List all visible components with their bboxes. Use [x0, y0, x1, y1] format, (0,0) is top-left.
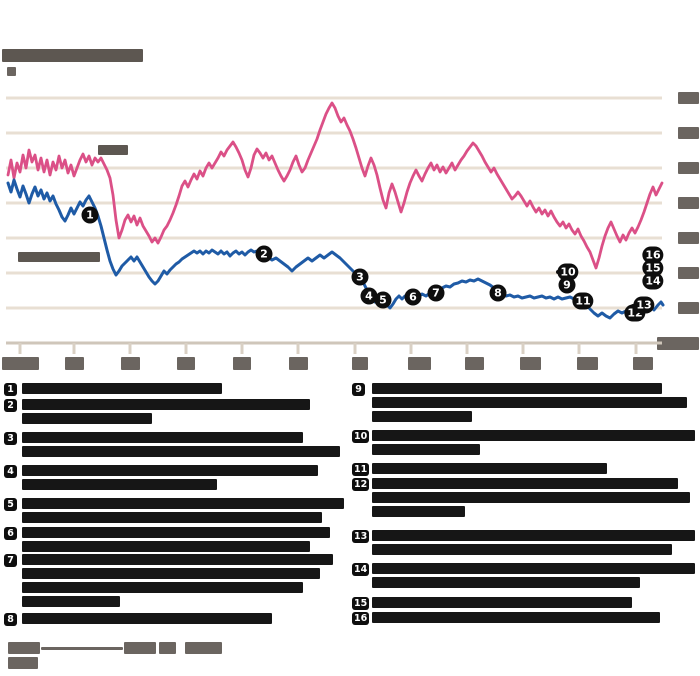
footnote-text-redacted	[22, 541, 310, 552]
footnote-text-redacted	[22, 465, 318, 476]
y-axis-label-redacted	[678, 162, 699, 174]
annotation-chip: 6	[404, 288, 422, 306]
footnote-text-redacted	[372, 430, 695, 441]
y-axis-label-redacted	[678, 127, 699, 139]
annotation-chip: 7	[427, 284, 445, 302]
footnote-text-redacted	[22, 498, 344, 509]
chart-title-redacted	[2, 49, 143, 62]
annotation-chip: 2	[255, 245, 273, 263]
footnote-text-redacted	[372, 444, 480, 455]
annotation-chip: 11	[572, 292, 594, 310]
footer-source-redacted	[159, 642, 176, 654]
footnote-text-redacted	[372, 597, 632, 608]
footnote-number-chip: 9	[352, 383, 365, 396]
x-axis-label-redacted	[520, 357, 541, 370]
footer-source-redacted	[124, 642, 156, 654]
blue-series-line	[6, 178, 665, 320]
x-axis-label-redacted	[408, 357, 431, 370]
annotation-chip: 14	[642, 272, 664, 290]
x-axis-label-redacted	[65, 357, 84, 370]
footnote-number-chip: 16	[352, 612, 370, 625]
footnote-text-redacted	[372, 577, 640, 588]
footnote-text-redacted	[22, 613, 272, 624]
x-axis-label-redacted	[121, 357, 140, 370]
annotation-chip: 8	[489, 284, 507, 302]
footnote-text-redacted	[22, 512, 322, 523]
footnote-text-redacted	[372, 478, 678, 489]
x-axis-label-redacted	[465, 357, 484, 370]
y-axis-label-redacted	[678, 92, 699, 104]
annotation-chip: 5	[374, 291, 392, 309]
footnote-text-redacted	[372, 397, 687, 408]
footnote-text-redacted	[22, 383, 222, 394]
footnote-text-redacted	[372, 506, 465, 517]
annotation-chip: 1	[81, 206, 99, 224]
x-axis-label-redacted	[352, 357, 368, 370]
y-axis-label-redacted	[678, 267, 699, 279]
footnote-text-redacted	[22, 596, 120, 607]
annotation-chip: 9	[558, 276, 576, 294]
footnote-number-chip: 5	[4, 498, 17, 511]
footnote-text-redacted	[372, 463, 607, 474]
x-axis-label-redacted	[633, 357, 653, 370]
footnote-number-chip: 6	[4, 527, 17, 540]
footer-source-redacted	[8, 642, 40, 654]
footnote-text-redacted	[22, 432, 303, 443]
annotation-chip: 13	[633, 296, 655, 314]
footnote-text-redacted	[372, 383, 662, 394]
x-axis-label-redacted	[177, 357, 195, 370]
y-axis-label-redacted	[657, 337, 699, 350]
annotation-chip: 16	[642, 246, 664, 264]
footnote-text-redacted	[22, 582, 303, 593]
footnote-number-chip: 12	[352, 478, 370, 491]
footnote-text-redacted	[22, 527, 330, 538]
footnote-text-redacted	[22, 446, 340, 457]
footnote-number-chip: 4	[4, 465, 17, 478]
x-axis-label-redacted	[2, 357, 39, 370]
annotation-chip: 3	[351, 268, 369, 286]
footer-line2-redacted	[8, 657, 38, 669]
footnote-text-redacted	[372, 612, 660, 623]
footnote-number-chip: 8	[4, 613, 17, 626]
y-axis-label-redacted	[678, 197, 699, 209]
footer-rule-redacted	[41, 647, 123, 650]
footnote-text-redacted	[22, 399, 310, 410]
y-axis-label-redacted	[678, 232, 699, 244]
footnote-text-redacted	[22, 554, 333, 565]
series-blue-label-redacted	[18, 252, 100, 262]
footnote-number-chip: 14	[352, 563, 370, 576]
footnote-text-redacted	[22, 413, 152, 424]
chart-subtitle-redacted	[7, 67, 16, 76]
footnote-number-chip: 11	[352, 463, 370, 476]
footnote-text-redacted	[372, 411, 472, 422]
footnote-number-chip: 13	[352, 530, 370, 543]
footnote-text-redacted	[372, 530, 695, 541]
footnote-number-chip: 1	[4, 383, 17, 396]
annotation-chip: 10	[557, 263, 579, 281]
footnote-text-redacted	[372, 492, 690, 503]
y-axis-label-redacted	[678, 302, 699, 314]
footnote-number-chip: 10	[352, 430, 370, 443]
annotation-leader-dot	[631, 304, 635, 308]
x-axis-label-redacted	[289, 357, 308, 370]
annotation-chip: 15	[642, 259, 664, 277]
series-pink-label-redacted	[98, 145, 128, 155]
footnote-text-redacted	[372, 563, 695, 574]
footnote-number-chip: 2	[4, 399, 17, 412]
footnote-text-redacted	[372, 544, 672, 555]
pink-series-line	[6, 101, 664, 270]
footnote-text-redacted	[22, 568, 320, 579]
footnote-number-chip: 7	[4, 554, 17, 567]
x-axis-label-redacted	[233, 357, 251, 370]
x-axis-label-redacted	[577, 357, 598, 370]
footnote-number-chip: 15	[352, 597, 370, 610]
footer-source-redacted	[185, 642, 222, 654]
footnote-text-redacted	[22, 479, 217, 490]
footnote-number-chip: 3	[4, 432, 17, 445]
annotation-chip: 4	[360, 287, 378, 305]
